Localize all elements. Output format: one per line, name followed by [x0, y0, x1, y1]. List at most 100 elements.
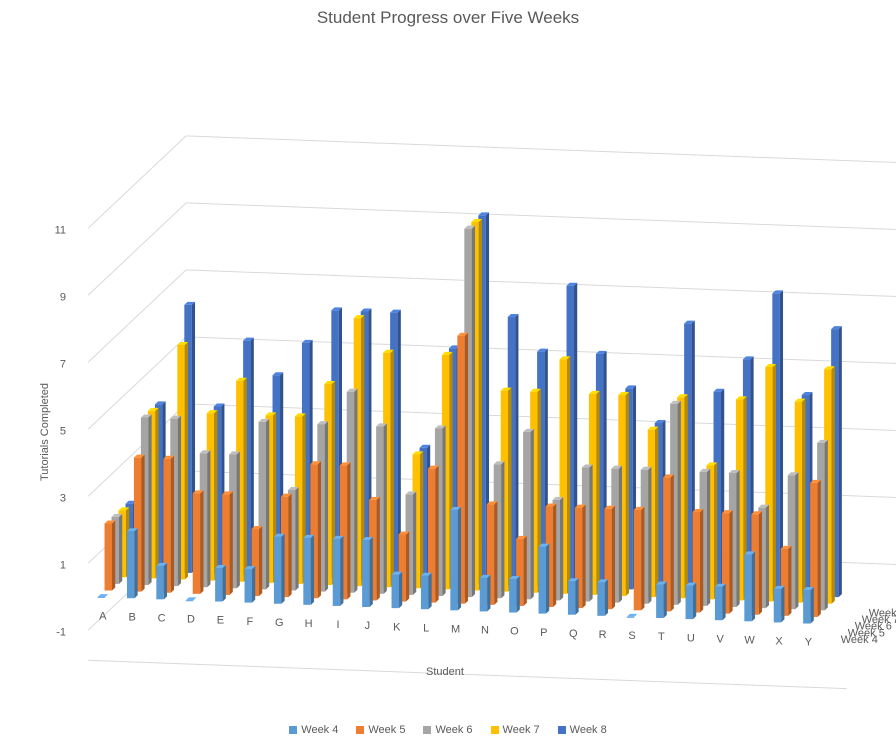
bar-front — [516, 538, 524, 606]
bar-week-4-G — [273, 533, 285, 604]
legend-swatch — [423, 726, 432, 734]
bar-top — [332, 535, 344, 539]
bar-top — [507, 314, 519, 318]
bar-front — [567, 581, 576, 615]
bar-top — [721, 510, 733, 514]
bar-front — [450, 509, 458, 611]
bar-side — [347, 462, 351, 600]
bar-side — [824, 439, 828, 611]
bar-front — [346, 391, 355, 593]
bar-top — [192, 490, 204, 494]
bar-week-5-U — [692, 509, 704, 613]
bar-top — [280, 493, 292, 497]
y-axis: -1 1 3 5 7 9 11 — [55, 224, 66, 638]
bar-top — [412, 451, 424, 455]
bar-week-5-V — [721, 510, 733, 614]
bar-front — [457, 335, 465, 604]
bar-top — [310, 461, 322, 465]
bar-top — [773, 585, 785, 589]
bar-front — [412, 454, 421, 589]
bar-week-6-Q — [581, 464, 593, 602]
bar-top — [685, 582, 697, 586]
bar-top — [464, 225, 476, 229]
bar-front — [280, 496, 289, 598]
bar-week-4-T — [656, 581, 667, 619]
bar-front — [199, 453, 208, 588]
bar-side — [485, 212, 490, 584]
bar-week-7-C — [177, 342, 189, 580]
bar-side — [677, 400, 681, 605]
bar-top — [258, 418, 270, 422]
bar-front — [633, 509, 642, 611]
bar-top — [427, 465, 439, 469]
bar-week-7-E — [236, 377, 247, 582]
bar-top — [633, 506, 645, 510]
bar-week-6-E — [229, 451, 240, 589]
bar-top — [530, 388, 541, 392]
y-tick-label: 3 — [60, 492, 66, 504]
bar-front — [331, 310, 339, 579]
bar-top — [706, 462, 718, 466]
bar-week-4-N — [479, 574, 491, 612]
bar-front — [728, 473, 737, 608]
bar-side — [714, 462, 718, 600]
bar-side — [575, 578, 579, 615]
bar-top — [500, 387, 512, 391]
bar-front — [654, 423, 663, 591]
bar-front — [140, 417, 149, 586]
bar-front — [353, 318, 362, 587]
bar-top — [566, 282, 578, 286]
bar-front — [243, 340, 251, 576]
legend-swatch — [490, 726, 499, 734]
bar-week-6-K — [405, 491, 417, 595]
bar-week-7-Y — [824, 366, 835, 604]
bar-top — [156, 562, 168, 566]
bar-side — [530, 428, 534, 600]
bar-front — [427, 468, 436, 603]
bar-top — [104, 520, 116, 524]
gridline-back — [186, 202, 896, 230]
bar-top — [772, 290, 784, 294]
bar-front — [500, 390, 509, 592]
bar-front — [360, 311, 369, 580]
bar-top — [301, 339, 313, 343]
bar-side — [170, 455, 175, 593]
bar-front — [464, 228, 472, 598]
bar-top — [383, 349, 394, 353]
bar-front — [803, 590, 811, 624]
bar-side — [707, 468, 711, 606]
bar-side — [288, 493, 292, 598]
bar-week-4-E — [215, 565, 226, 602]
bar-front — [441, 354, 450, 590]
bar-side — [310, 534, 315, 605]
bar-week-6-F — [258, 418, 270, 590]
bar-front — [744, 554, 752, 622]
bar-front — [471, 222, 479, 591]
bar-side — [494, 501, 498, 605]
bar-front — [604, 508, 612, 610]
bar-front — [265, 415, 274, 583]
bar-week-5-B — [133, 454, 145, 592]
bar-top — [670, 400, 681, 404]
bar-side — [810, 587, 814, 624]
bar-top — [538, 543, 550, 547]
bar-front — [206, 413, 215, 581]
bar-top — [360, 308, 372, 312]
bar-week-4-X — [773, 585, 785, 623]
bar-side — [354, 388, 358, 593]
bar-side — [295, 487, 299, 591]
bar-week-4-Q — [567, 578, 579, 615]
bar-top — [787, 472, 799, 476]
bar-side — [435, 465, 439, 603]
bar-front — [574, 507, 583, 609]
bar-top — [684, 320, 695, 324]
bar-side — [611, 505, 616, 610]
bar-front — [611, 468, 619, 603]
bar-top — [625, 385, 637, 389]
bar-front — [192, 493, 201, 594]
bar-week-6-D — [199, 450, 211, 588]
bar-front — [163, 458, 171, 593]
x-tick-label: V — [717, 633, 725, 645]
bar-week-8-J — [390, 309, 401, 581]
